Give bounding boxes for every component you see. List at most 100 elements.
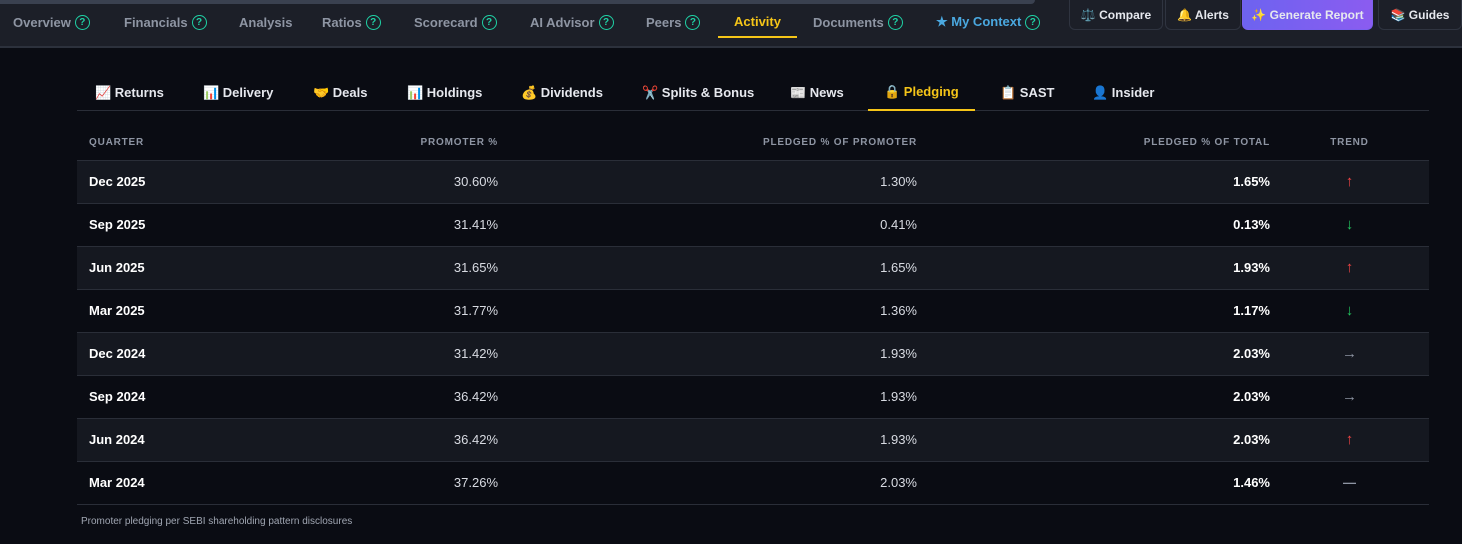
activity-subtabs: 📈 Returns 📊 Delivery 🤝 Deals 📊 Holdings 💰 Di… (77, 74, 1429, 111)
pledged-total-cell: 0.13% (917, 203, 1270, 247)
nav-tab-scorecard[interactable]: Scorecard? (414, 6, 497, 38)
nav-tab-documents[interactable]: Documents? (813, 6, 903, 38)
compare-button[interactable]: ⚖️ Compare (1069, 0, 1163, 30)
subtab-news[interactable]: 📰 News (790, 84, 844, 100)
quarter-cell: Sep 2024 (77, 375, 227, 419)
subtab-returns[interactable]: 📈 Returns (95, 84, 164, 100)
nav-tab-label: Overview (13, 14, 71, 30)
trend-icon: ↑ (1270, 160, 1429, 204)
promoter-cell: 36.42% (227, 375, 498, 419)
main-nav: ⚖️ Compare 🔔 Alerts ✨ Generate Report 📚 … (0, 0, 1462, 48)
promoter-cell: 31.77% (227, 289, 498, 333)
help-icon[interactable]: ? (74, 14, 90, 30)
table-row: Sep 2025 31.41% 0.41% 0.13% ↓ (77, 203, 1429, 247)
table-row: Jun 2024 36.42% 1.93% 2.03% ↑ (77, 418, 1429, 462)
col-pledged-promoter: PLEDGED % OF PROMOTER (498, 125, 917, 161)
table-row: Dec 2024 31.42% 1.93% 2.03% → (77, 332, 1429, 376)
pledged-total-cell: 1.93% (917, 246, 1270, 290)
promoter-cell: 31.42% (227, 332, 498, 376)
table-row: Jun 2025 31.65% 1.65% 1.93% ↑ (77, 246, 1429, 290)
help-icon[interactable]: ? (887, 14, 903, 30)
table-row: Sep 2024 36.42% 1.93% 2.03% → (77, 375, 1429, 419)
quarter-cell: Dec 2024 (77, 332, 227, 376)
subtab-splits-bonus[interactable]: ✂️ Splits & Bonus (642, 84, 755, 100)
subtab-dividends[interactable]: 💰 Dividends (521, 84, 603, 100)
nav-tab-label: Documents (813, 14, 884, 30)
quarter-cell: Mar 2025 (77, 289, 227, 333)
quarter-cell: Jun 2024 (77, 418, 227, 462)
table-row: Mar 2025 31.77% 1.36% 1.17% ↓ (77, 289, 1429, 333)
promoter-cell: 31.65% (227, 246, 498, 290)
pledged-promoter-cell: 2.03% (498, 461, 917, 505)
subtab-holdings[interactable]: 📊 Holdings (407, 84, 483, 100)
nav-tab-activity[interactable]: Activity (718, 6, 797, 38)
quarter-cell: Jun 2025 (77, 246, 227, 290)
pledged-total-cell: 2.03% (917, 375, 1270, 419)
nav-tab-label: AI Advisor (530, 14, 595, 30)
help-icon[interactable]: ? (481, 14, 497, 30)
pledged-total-cell: 1.65% (917, 160, 1270, 204)
subtab-deals[interactable]: 🤝 Deals (313, 84, 368, 100)
guides-button[interactable]: 📚 Guides (1378, 0, 1462, 30)
col-promoter: PROMOTER % (227, 125, 498, 161)
nav-tab-overview[interactable]: Overview? (13, 6, 90, 38)
pledged-total-cell: 2.03% (917, 332, 1270, 376)
pledged-promoter-cell: 1.65% (498, 246, 917, 290)
pledged-promoter-cell: 1.93% (498, 332, 917, 376)
subtab-delivery[interactable]: 📊 Delivery (203, 84, 274, 100)
promoter-cell: 30.60% (227, 160, 498, 204)
table-row: Dec 2025 30.60% 1.30% 1.65% ↑ (77, 160, 1429, 204)
nav-tab-label: Financials (124, 14, 188, 30)
table-header: QUARTER PROMOTER % PLEDGED % OF PROMOTER… (77, 125, 1429, 161)
promoter-cell: 36.42% (227, 418, 498, 462)
promoter-cell: 31.41% (227, 203, 498, 247)
nav-tab-label: ★ My Context (936, 14, 1022, 29)
nav-tab-label: Activity (734, 13, 781, 29)
trend-icon: ↑ (1270, 418, 1429, 462)
trend-icon: → (1270, 375, 1429, 419)
pledged-promoter-cell: 1.93% (498, 418, 917, 462)
nav-tab-my-context[interactable]: ★ My Context? (936, 6, 1041, 38)
trend-icon: ↓ (1270, 289, 1429, 333)
subtab-pledging[interactable]: 🔒 Pledging (868, 74, 975, 111)
nav-tab-ratios[interactable]: Ratios? (322, 6, 381, 38)
quarter-cell: Sep 2025 (77, 203, 227, 247)
nav-tab-financials[interactable]: Financials? (124, 6, 207, 38)
pledged-promoter-cell: 0.41% (498, 203, 917, 247)
trend-icon: ↑ (1270, 246, 1429, 290)
quarter-cell: Mar 2024 (77, 461, 227, 505)
help-icon[interactable]: ? (365, 14, 381, 30)
trend-icon: — (1270, 461, 1429, 505)
nav-tab-label: Peers (646, 14, 682, 30)
trend-icon: ↓ (1270, 203, 1429, 247)
nav-tab-analysis[interactable]: Analysis (239, 6, 292, 38)
pledged-total-cell: 2.03% (917, 418, 1270, 462)
nav-tab-label: Scorecard (414, 14, 478, 30)
help-icon[interactable]: ? (1025, 14, 1041, 30)
promoter-cell: 37.26% (227, 461, 498, 505)
nav-tab-ai-advisor[interactable]: AI Advisor? (530, 6, 614, 38)
generate-report-button[interactable]: ✨ Generate Report (1242, 0, 1373, 30)
table-row: Mar 2024 37.26% 2.03% 1.46% — (77, 461, 1429, 505)
help-icon[interactable]: ? (685, 14, 701, 30)
footnote: Promoter pledging per SEBI shareholding … (81, 516, 353, 527)
nav-tab-label: Analysis (239, 14, 293, 30)
pledged-total-cell: 1.46% (917, 461, 1270, 505)
trend-icon: → (1270, 332, 1429, 376)
scrollbar[interactable] (0, 0, 1035, 4)
col-pledged-total: PLEDGED % OF TOTAL (917, 125, 1270, 161)
quarter-cell: Dec 2025 (77, 160, 227, 204)
help-icon[interactable]: ? (191, 14, 207, 30)
nav-tab-peers[interactable]: Peers? (646, 6, 701, 38)
nav-tab-label: Ratios (322, 14, 362, 30)
subtab-insider[interactable]: 👤 Insider (1092, 84, 1155, 100)
pledged-promoter-cell: 1.30% (498, 160, 917, 204)
subtab-sast[interactable]: 📋 SAST (1000, 84, 1055, 100)
help-icon[interactable]: ? (598, 14, 614, 30)
top-strip (0, 0, 1462, 6)
pledged-total-cell: 1.17% (917, 289, 1270, 333)
pledging-table: QUARTER PROMOTER % PLEDGED % OF PROMOTER… (77, 125, 1429, 505)
alerts-button[interactable]: 🔔 Alerts (1165, 0, 1241, 30)
pledged-promoter-cell: 1.36% (498, 289, 917, 333)
col-trend: TREND (1270, 125, 1429, 161)
